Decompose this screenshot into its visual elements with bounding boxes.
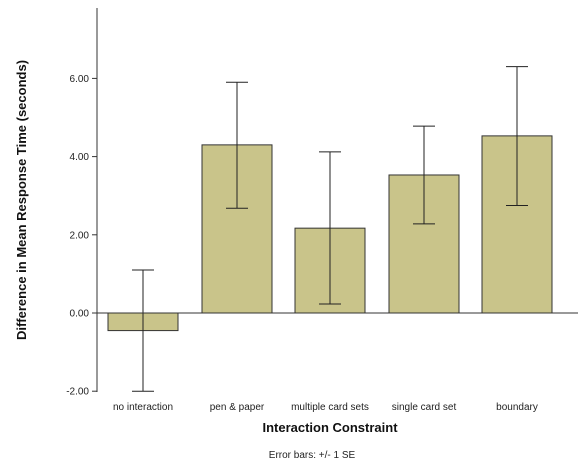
error-bar	[226, 81, 248, 209]
x-tick-label: boundary	[496, 402, 538, 413]
y-tick-label: -2.00	[66, 387, 89, 398]
y-ticks-layer: -2.00 0.00 2.00 4.00 6.00	[66, 74, 97, 398]
error-bar	[413, 125, 435, 225]
error-bars-footnote: Error bars: +/- 1 SE	[269, 450, 356, 461]
error-bar	[132, 269, 154, 392]
x-tick-label: pen & paper	[210, 402, 265, 413]
y-tick-label: 2.00	[70, 230, 90, 241]
error-bar	[319, 151, 341, 305]
x-axis-title: Interaction Constraint	[262, 420, 398, 435]
axes-layer	[96, 8, 578, 392]
y-tick-label: 0.00	[70, 309, 90, 320]
x-tick-label: single card set	[392, 402, 457, 413]
x-labels-layer: no interaction pen & paper multiple card s…	[113, 402, 538, 413]
x-tick-label: no interaction	[113, 402, 173, 413]
y-axis-title: Difference in Mean Response Time (second…	[14, 60, 29, 340]
error-bar	[506, 66, 528, 206]
x-tick-label: multiple card sets	[291, 402, 369, 413]
y-tick-label: 6.00	[70, 74, 90, 85]
error-bars-layer	[132, 66, 528, 392]
y-tick-label: 4.00	[70, 152, 90, 163]
